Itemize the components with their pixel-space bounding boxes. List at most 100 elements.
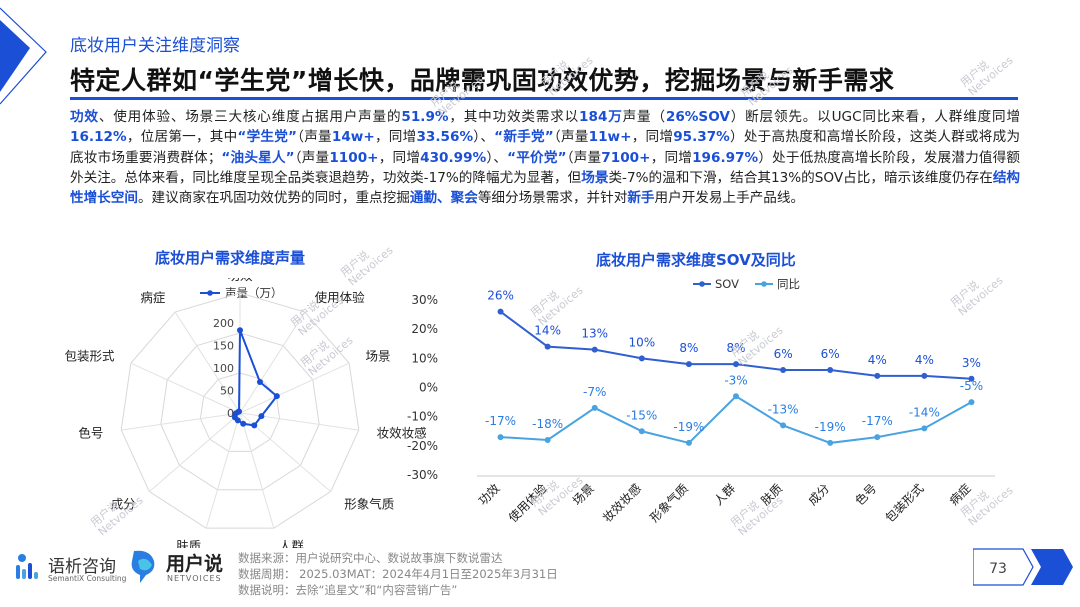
summary-highlight: 51.9% xyxy=(401,109,449,125)
radar-category-label: 色号 xyxy=(78,426,103,441)
summary-highlight: 26%SOV xyxy=(665,109,730,125)
summary-text: ）处于高热度和高增长阶段，这类人群或将成为底妆市场重要消费群体； xyxy=(70,129,1021,166)
summary-text: ，同增 xyxy=(650,149,693,166)
summary-text: 等细分场景需求，并针对 xyxy=(477,190,628,207)
data-point-sov xyxy=(827,367,834,373)
radar-spoke xyxy=(239,412,275,529)
note-source: 数据来源：用户说研究中心、数说故事旗下数说雷达 xyxy=(238,551,503,565)
data-point-yoy xyxy=(497,434,504,441)
data-point-yoy xyxy=(968,399,975,406)
summary-text: ）断层领先。以UGC同比来看，人群维度同增 xyxy=(729,109,1021,125)
radar-category-label: 功效 xyxy=(227,278,253,283)
data-label-sov: 13% xyxy=(581,327,608,341)
summary-highlight: 功效 xyxy=(70,109,99,125)
data-label-yoy: -15% xyxy=(626,408,657,422)
x-tick-label: 场景 xyxy=(570,481,597,508)
y-tick-label: -30% xyxy=(407,468,438,482)
legend-label: 声量（万） xyxy=(225,286,283,300)
legend-marker-sov xyxy=(699,281,705,287)
x-tick-label: 使用体验 xyxy=(505,481,550,526)
radar-tick-label: 200 xyxy=(213,317,234,330)
data-label-sov: 3% xyxy=(962,356,981,370)
data-point-sov xyxy=(591,346,598,353)
summary-text: 。建议商家在巩固功效优势的同时，重点挖掘 xyxy=(137,190,410,207)
series-line-yoy xyxy=(500,394,972,445)
summary-text: ）、 xyxy=(473,129,495,146)
summary-highlight: “学生党” xyxy=(237,129,297,146)
data-point-sov xyxy=(780,367,787,373)
x-tick-label: 包装形式 xyxy=(883,481,927,525)
data-label-sov: 4% xyxy=(868,353,887,367)
radar-tick-label: 100 xyxy=(213,362,234,375)
summary-highlight: 33.56% xyxy=(416,129,474,146)
radar-category-label: 使用体验 xyxy=(315,290,366,305)
data-point-yoy xyxy=(780,422,787,429)
radar-spoke xyxy=(121,412,241,431)
summary-highlight: 14w+ xyxy=(331,129,375,146)
summary-highlight: 196.97% xyxy=(692,149,759,166)
data-point-yoy xyxy=(685,439,692,446)
data-label-yoy: -5% xyxy=(960,379,983,393)
line-legend: SOV 同比 xyxy=(693,277,800,291)
data-label-yoy: -17% xyxy=(485,414,516,428)
radar-category-label: 包装形式 xyxy=(64,349,115,364)
summary-text: ）处于低热度高增长阶段，发展潜力值得额外关注。总体来看，同比维度呈现全品类衰退趋… xyxy=(70,149,1021,186)
data-label-yoy: -13% xyxy=(768,402,799,416)
summary-text: ，同增 xyxy=(374,129,417,146)
corner-decoration xyxy=(0,7,47,105)
summary-highlight: 16.12% xyxy=(70,129,127,146)
summary-highlight: 结构性增长空间 xyxy=(70,169,1021,207)
summary-highlight: 184万 xyxy=(579,109,623,125)
data-label-yoy: -19% xyxy=(815,420,846,434)
summary-highlight: “平价党” xyxy=(507,149,567,166)
radar-grid-ring xyxy=(120,292,360,529)
legend-label-yoy: 同比 xyxy=(777,277,800,291)
radar-data-point xyxy=(236,408,243,415)
summary-text: ，同增 xyxy=(378,149,421,166)
radar-legend: 声量（万） xyxy=(200,286,283,300)
summary-text: （声量 xyxy=(566,149,602,166)
data-label-sov: 10% xyxy=(628,335,655,349)
watermark-cn: 用户说 xyxy=(957,58,992,90)
data-label-yoy: -3% xyxy=(724,373,747,387)
data-point-sov xyxy=(921,372,928,379)
radar-data-point xyxy=(237,327,243,334)
summary-highlight: 11w+ xyxy=(588,129,632,146)
x-tick-label: 形象气质 xyxy=(646,481,691,526)
summary-highlight: 1100+ xyxy=(329,149,379,166)
x-tick-label: 妆效妆感 xyxy=(599,481,644,526)
radar-category-label: 妆效妆感 xyxy=(377,426,427,441)
y-tick-label: 30% xyxy=(411,293,438,307)
data-label-yoy: -19% xyxy=(673,420,704,434)
radar-tick-label: 50 xyxy=(220,385,234,398)
radar-data-point xyxy=(240,420,247,427)
y-tick-label: 10% xyxy=(411,351,438,365)
radar-tick-label: 0 xyxy=(227,407,234,420)
summary-text: 用户开发易上手产品线。 xyxy=(654,190,805,207)
data-label-yoy: -14% xyxy=(909,405,940,419)
data-label-sov: 8% xyxy=(726,341,745,355)
data-label-sov: 14% xyxy=(534,324,561,338)
section-title: 底妆用户关注维度洞察 xyxy=(70,36,240,56)
netvoices-logo-icon xyxy=(131,550,155,583)
line-chart-title: 底妆用户需求维度SOV及同比 xyxy=(596,251,796,269)
semantix-logo-name: 语析咨询 xyxy=(48,557,116,577)
summary-highlight: 430.99% xyxy=(420,149,487,166)
data-label-sov: 4% xyxy=(915,353,934,367)
netvoices-logo-name: 用户说 xyxy=(166,553,224,575)
data-point-yoy xyxy=(591,404,598,411)
radar-data-point xyxy=(251,422,258,429)
data-label-sov: 26% xyxy=(487,289,514,303)
x-tick-label: 成分 xyxy=(805,481,832,508)
summary-text: （声量 xyxy=(553,129,589,146)
summary-highlight: “新手党” xyxy=(494,129,554,146)
x-tick-label: 病症 xyxy=(946,481,974,509)
radar-tick-label: 150 xyxy=(213,340,234,353)
summary-text: （声量 xyxy=(294,149,330,166)
summary-text: ，其中功效类需求以 xyxy=(448,109,580,125)
radar-spoke xyxy=(130,362,241,414)
y-tick-label: -10% xyxy=(407,410,438,424)
radar-category-label: 场景 xyxy=(366,349,391,364)
page-number: 73 xyxy=(989,561,1007,577)
data-point-sov xyxy=(544,343,551,350)
